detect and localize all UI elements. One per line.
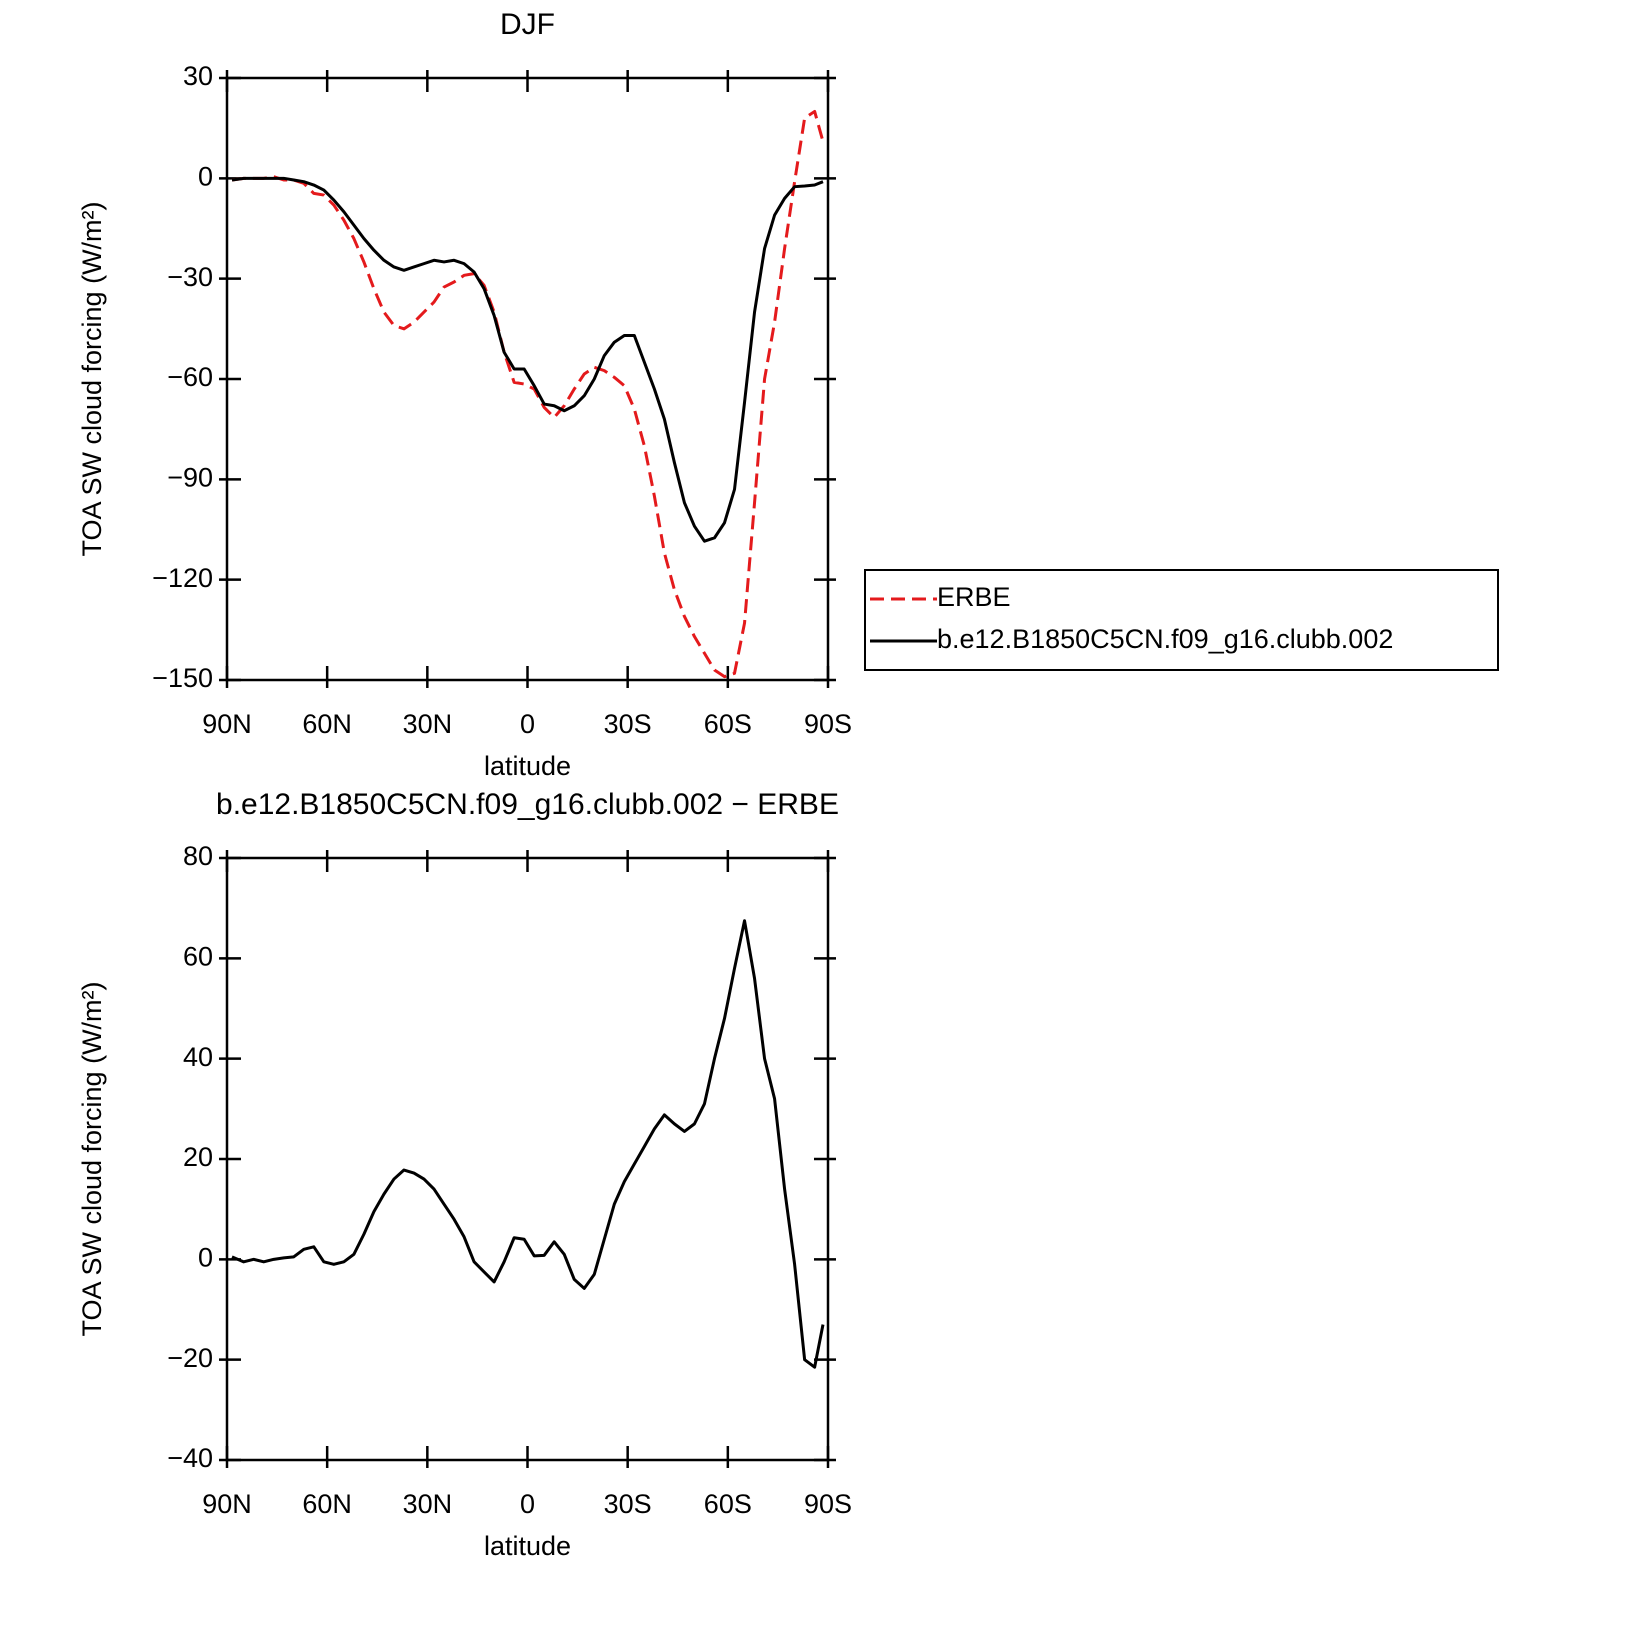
x-tick-label: 90N: [202, 1489, 252, 1519]
y-tick-label: −40: [167, 1443, 213, 1473]
x-tick-label: 60N: [302, 709, 352, 739]
x-tick-label: 60S: [704, 709, 752, 739]
y-tick-label: −120: [152, 563, 213, 593]
x-tick-label: 60S: [704, 1489, 752, 1519]
y-tick-label: 60: [183, 941, 213, 971]
x-tick-label: 30S: [604, 709, 652, 739]
x-tick-label: 30N: [403, 709, 453, 739]
legend-label: b.e12.B1850C5CN.f09_g16.clubb.002: [937, 624, 1393, 654]
x-axis-label: latitude: [484, 1531, 571, 1561]
y-tick-label: −150: [152, 663, 213, 693]
legend-label: ERBE: [937, 582, 1011, 612]
x-tick-label: 90N: [202, 709, 252, 739]
x-tick-label: 90S: [804, 1489, 852, 1519]
y-tick-label: 30: [183, 61, 213, 91]
y-axis-label: TOA SW cloud forcing (W/m²): [77, 201, 107, 556]
x-tick-label: 90S: [804, 709, 852, 739]
chart-title: DJF: [500, 8, 555, 41]
y-tick-label: 40: [183, 1042, 213, 1072]
data-line: [231, 919, 825, 1369]
x-tick-label: 0: [520, 709, 535, 739]
data-line: [231, 176, 824, 543]
legend-box: [864, 569, 1499, 671]
y-axis-label: TOA SW cloud forcing (W/m²): [77, 981, 107, 1336]
plot-frame: [225, 76, 830, 682]
y-tick-label: −90: [167, 462, 213, 492]
x-tick-label: 60N: [302, 1489, 352, 1519]
x-tick-label: 30N: [403, 1489, 453, 1519]
y-tick-label: −30: [167, 262, 213, 292]
x-tick-label: 0: [520, 1489, 535, 1519]
x-axis-label: latitude: [484, 751, 571, 781]
data-line: [231, 109, 825, 679]
chart-title: b.e12.B1850C5CN.f09_g16.clubb.002 − ERBE: [216, 788, 839, 821]
y-tick-label: 0: [198, 1242, 213, 1272]
y-tick-label: −60: [167, 362, 213, 392]
y-tick-label: 0: [198, 161, 213, 191]
y-tick-label: −20: [167, 1343, 213, 1373]
y-tick-label: 20: [183, 1142, 213, 1172]
y-tick-label: 80: [183, 841, 213, 871]
x-tick-label: 30S: [604, 1489, 652, 1519]
